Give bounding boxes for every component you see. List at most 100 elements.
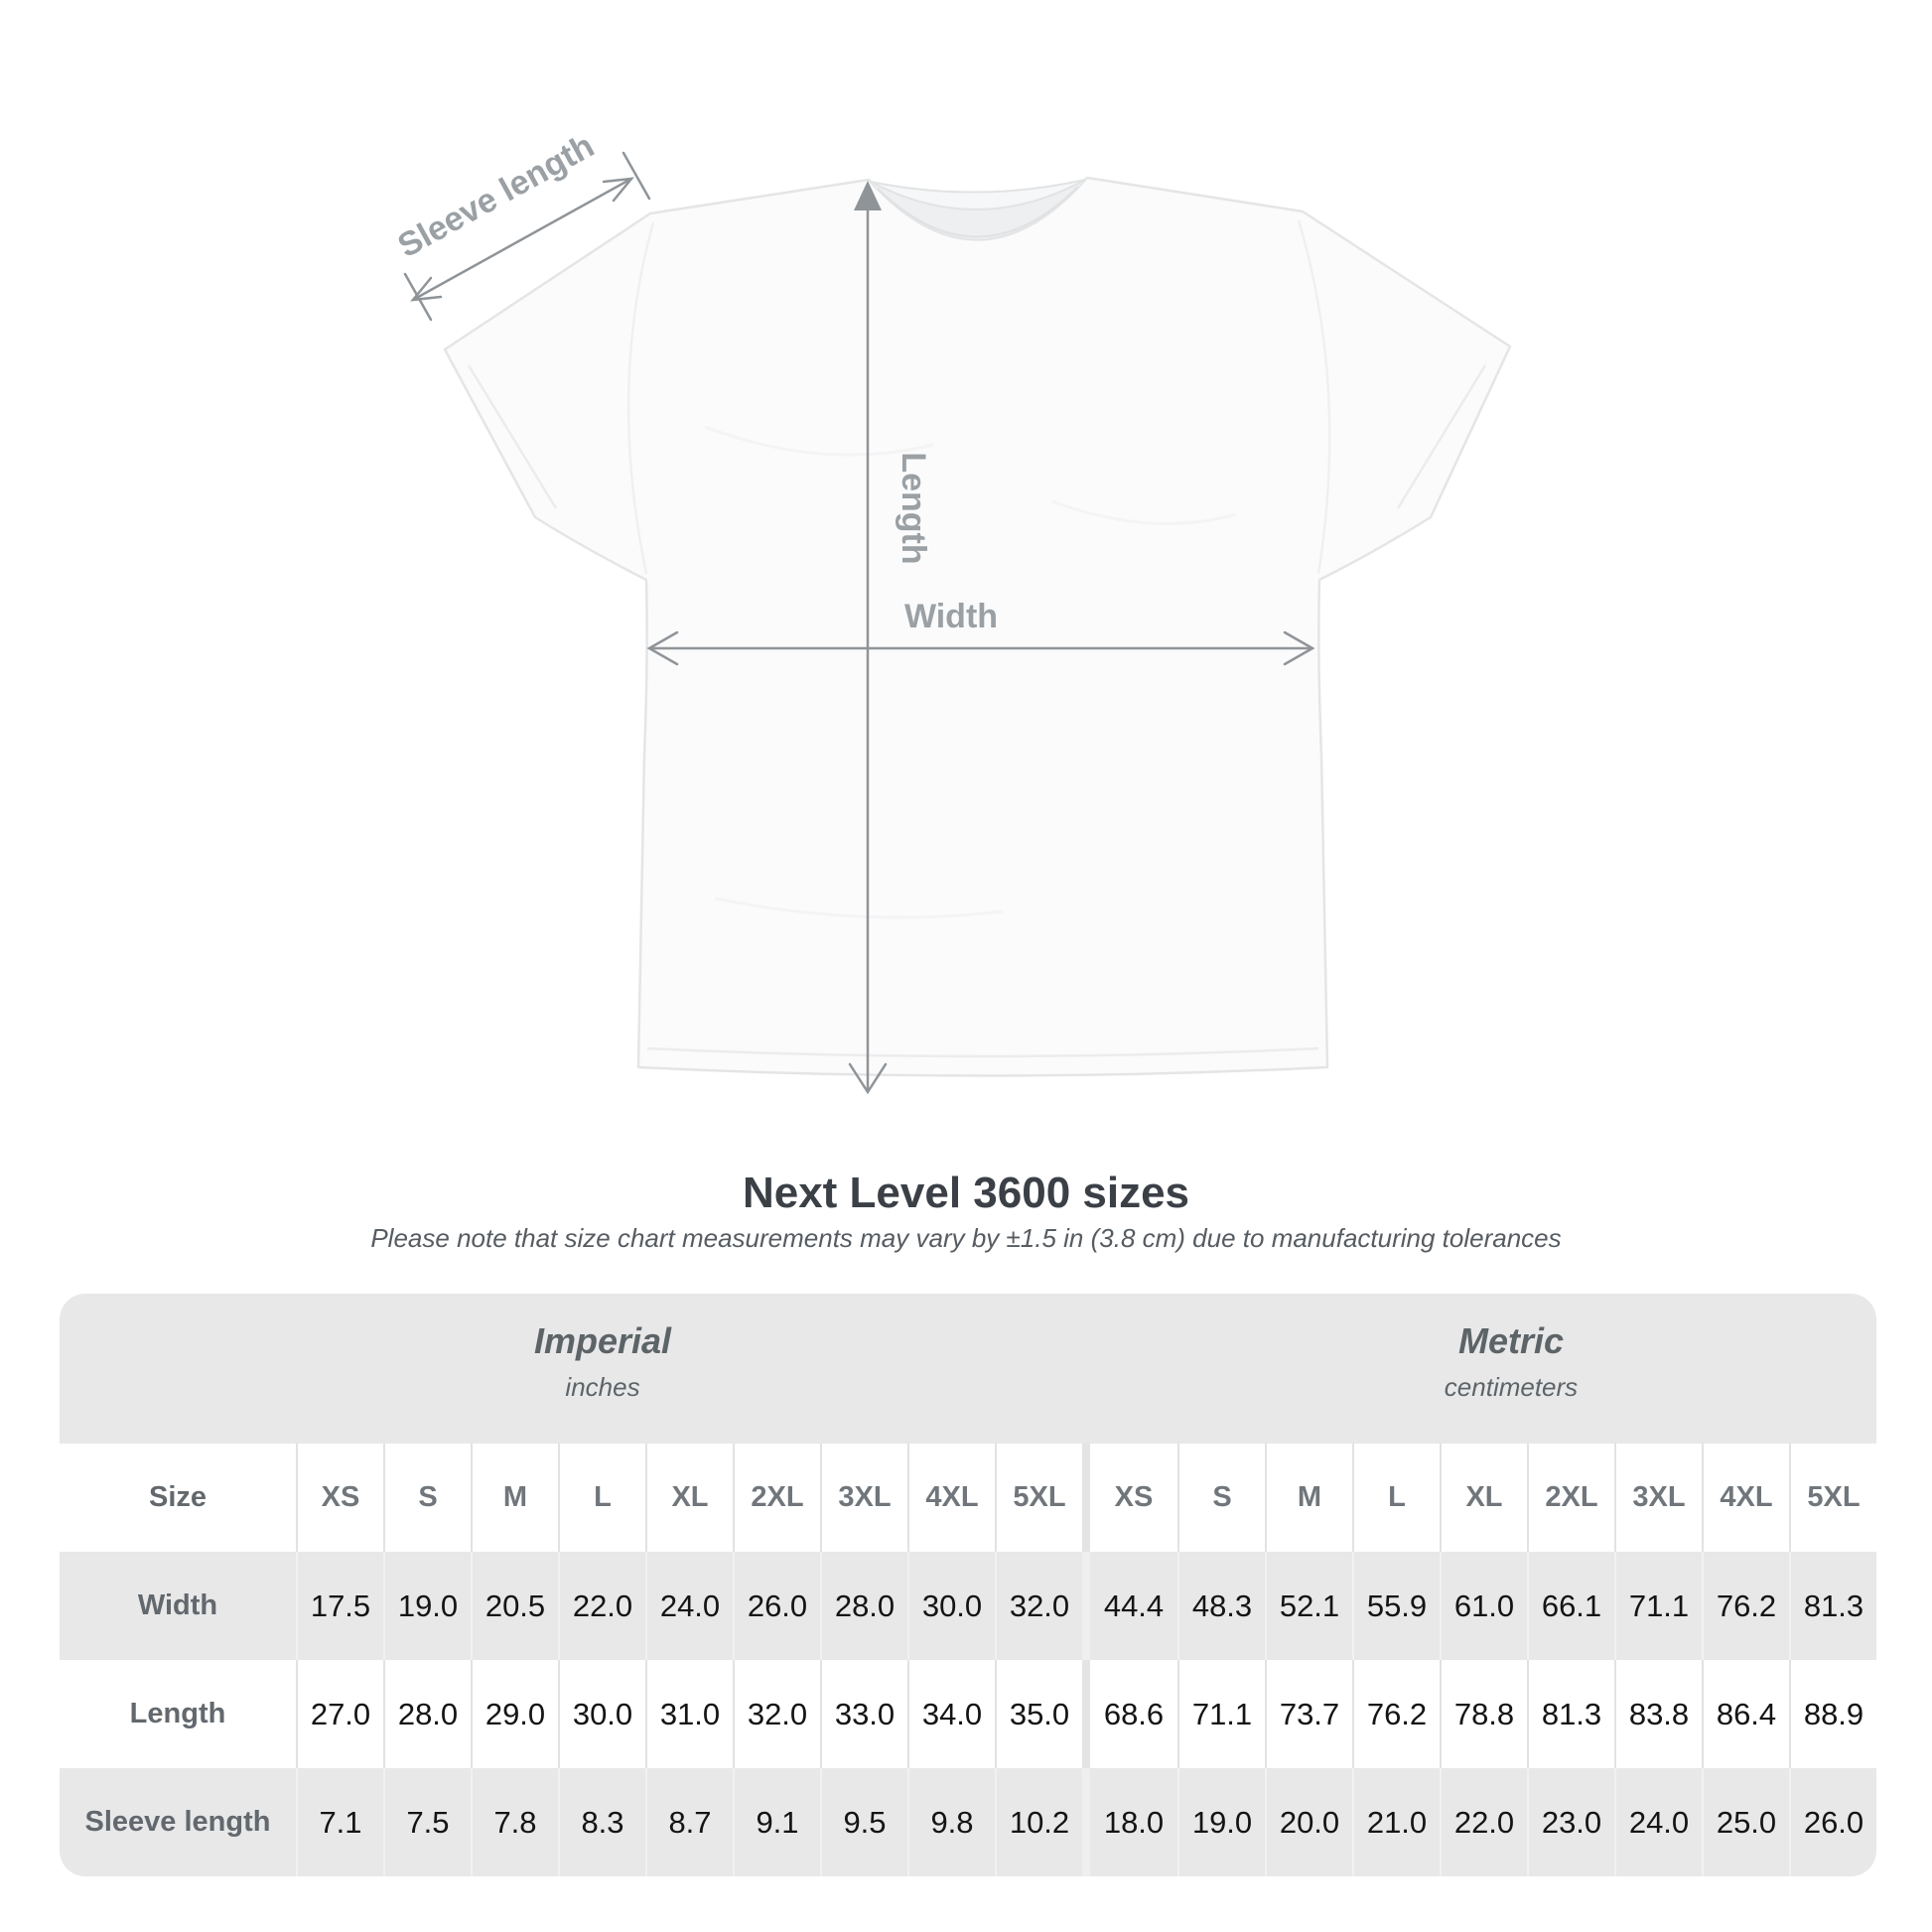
table-cell: 44.4 (1090, 1552, 1177, 1660)
table-cell: 78.8 (1440, 1660, 1527, 1768)
size-header-cell: XS (1090, 1444, 1177, 1552)
size-header-cell: XL (645, 1444, 733, 1552)
table-cell: 17.5 (296, 1552, 383, 1660)
size-header-cell: M (471, 1444, 558, 1552)
table-cell: 21.0 (1352, 1768, 1440, 1876)
table-cell: 9.5 (820, 1768, 907, 1876)
size-header-cell: M (1265, 1444, 1352, 1552)
measure-row-label: Length (60, 1660, 296, 1768)
tshirt-measurement-diagram: Sleeve length Length Width (392, 127, 1512, 1095)
table-cell: 9.8 (907, 1768, 995, 1876)
table-cell: 61.0 (1440, 1552, 1527, 1660)
table-cell: 10.2 (995, 1768, 1082, 1876)
table-cell: 55.9 (1352, 1552, 1440, 1660)
metric-label: Metric (1457, 1320, 1565, 1361)
table-cell: 88.9 (1789, 1660, 1876, 1768)
unit-header-band: Imperial inches Metric centimeters (60, 1294, 1876, 1444)
table-cell: 26.0 (1789, 1768, 1876, 1876)
table-cell: 7.8 (471, 1768, 558, 1876)
table-cell: 23.0 (1527, 1768, 1614, 1876)
table-cell: 20.5 (471, 1552, 558, 1660)
size-header-cell: 4XL (907, 1444, 995, 1552)
metric-header: Metric centimeters (1146, 1294, 1876, 1444)
table-cell: 30.0 (907, 1552, 995, 1660)
table-cell: 34.0 (907, 1660, 995, 1768)
table-cell: 29.0 (471, 1660, 558, 1768)
table-cell: 86.4 (1702, 1660, 1789, 1768)
length-arrow (848, 181, 888, 1095)
table-cell: 68.6 (1090, 1660, 1177, 1768)
table-cell: 48.3 (1177, 1552, 1265, 1660)
size-header-cell: 2XL (733, 1444, 820, 1552)
sleeve-length-label: Sleeve length (392, 127, 601, 266)
table-cell: 24.0 (1614, 1768, 1702, 1876)
length-label: Length (895, 452, 932, 564)
table-cell: 18.0 (1090, 1768, 1177, 1876)
collar (870, 179, 1086, 239)
table-cell: 83.8 (1614, 1660, 1702, 1768)
imperial-header: Imperial inches (60, 1294, 1146, 1444)
unit-divider (1082, 1552, 1090, 1660)
size-row-label: Size (60, 1444, 296, 1552)
table-cell: 7.1 (296, 1768, 383, 1876)
size-header-cell: S (1177, 1444, 1265, 1552)
size-header-cell: 3XL (1614, 1444, 1702, 1552)
unit-divider (1082, 1768, 1090, 1876)
unit-divider (1082, 1444, 1090, 1552)
table-cell: 7.5 (383, 1768, 471, 1876)
width-label: Width (904, 598, 998, 635)
table-cell: 35.0 (995, 1660, 1082, 1768)
measurement-annotations (403, 151, 1315, 1095)
table-cell: 24.0 (645, 1552, 733, 1660)
measure-row-label: Width (60, 1552, 296, 1660)
table-cell: 71.1 (1614, 1552, 1702, 1660)
tshirt-illustration (443, 176, 1512, 1077)
table-cell: 66.1 (1527, 1552, 1614, 1660)
imperial-sublabel: inches (565, 1372, 640, 1402)
size-header-cell: 4XL (1702, 1444, 1789, 1552)
table-cell: 19.0 (383, 1552, 471, 1660)
tshirt-diagram-svg: Sleeve length Length Width (392, 127, 1512, 1095)
table-cell: 32.0 (995, 1552, 1082, 1660)
size-header-cell: 3XL (820, 1444, 907, 1552)
table-cell: 73.7 (1265, 1660, 1352, 1768)
size-header-cell: 5XL (1789, 1444, 1876, 1552)
imperial-label: Imperial (533, 1320, 672, 1361)
table-cell: 22.0 (1440, 1768, 1527, 1876)
table-cell: 32.0 (733, 1660, 820, 1768)
size-header-cell: L (558, 1444, 645, 1552)
table-cell: 81.3 (1789, 1552, 1876, 1660)
table-cell: 8.3 (558, 1768, 645, 1876)
table-cell: 25.0 (1702, 1768, 1789, 1876)
table-cell: 30.0 (558, 1660, 645, 1768)
table-cell: 76.2 (1352, 1660, 1440, 1768)
table-cell: 26.0 (733, 1552, 820, 1660)
width-arrow (646, 630, 1315, 666)
table-cell: 20.0 (1265, 1768, 1352, 1876)
table-cell: 31.0 (645, 1660, 733, 1768)
table-cell: 28.0 (820, 1552, 907, 1660)
table-cell: 9.1 (733, 1768, 820, 1876)
measure-row-label: Sleeve length (60, 1768, 296, 1876)
page-title: Next Level 3600 sizes (742, 1169, 1190, 1217)
table-cell: 28.0 (383, 1660, 471, 1768)
size-header-cell: L (1352, 1444, 1440, 1552)
table-cell: 52.1 (1265, 1552, 1352, 1660)
size-header-cell: S (383, 1444, 471, 1552)
table-cell: 33.0 (820, 1660, 907, 1768)
table-cell: 71.1 (1177, 1660, 1265, 1768)
table-cell: 19.0 (1177, 1768, 1265, 1876)
table-cell: 76.2 (1702, 1552, 1789, 1660)
tolerance-note: Please note that size chart measurements… (370, 1223, 1562, 1253)
size-header-cell: XS (296, 1444, 383, 1552)
size-header-cell: 5XL (995, 1444, 1082, 1552)
size-header-cell: XL (1440, 1444, 1527, 1552)
table-cell: 27.0 (296, 1660, 383, 1768)
sleeve-length-arrow (403, 151, 651, 322)
size-chart-table: Imperial inches Metric centimeters Size X… (60, 1294, 1876, 1876)
table-cell: 81.3 (1527, 1660, 1614, 1768)
unit-divider (1082, 1660, 1090, 1768)
table-cell: 22.0 (558, 1552, 645, 1660)
size-header-cell: 2XL (1527, 1444, 1614, 1552)
